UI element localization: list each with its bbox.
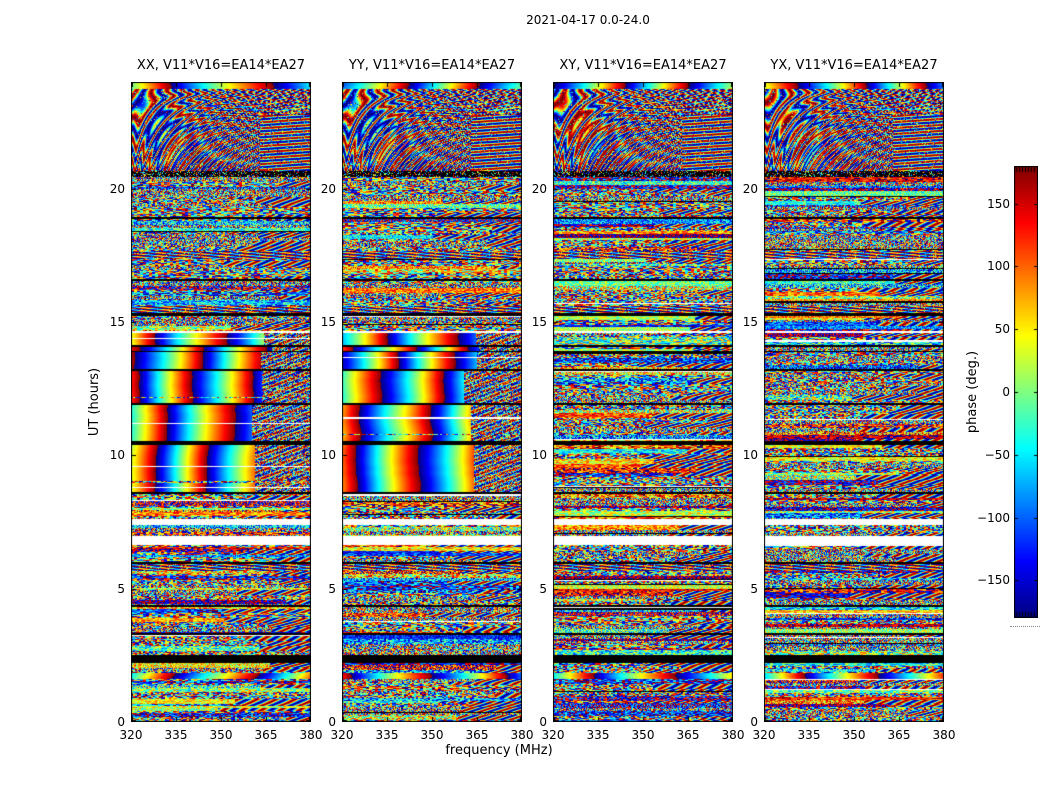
heatmap-panel-xx (131, 82, 311, 722)
colorbar-bottom-dotted-edge (1010, 626, 1040, 627)
y-tick-label: 0 (539, 715, 547, 729)
y-tick-label: 0 (117, 715, 125, 729)
x-tick-label: 335 (164, 728, 188, 742)
x-tick-label: 335 (797, 728, 821, 742)
colorbar-tick-label: −150 (977, 573, 1010, 588)
y-tick-label: 10 (531, 448, 547, 463)
x-tick-label: 380 (721, 728, 745, 742)
panel-title-xy: XY, V11*V16=EA14*EA27 (559, 58, 727, 73)
y-tick-label: 0 (750, 715, 758, 729)
y-tick-label: 10 (320, 448, 336, 463)
x-tick-label: 350 (420, 728, 444, 742)
y-tick-label: 10 (109, 448, 125, 463)
colorbar-tick-label: 100 (987, 259, 1010, 274)
y-tick-label: 5 (117, 581, 125, 596)
heatmap-panel-yx (764, 82, 944, 722)
x-tick-label: 335 (375, 728, 399, 742)
x-tick-label: 320 (752, 728, 776, 742)
panel-title-yy: YY, V11*V16=EA14*EA27 (348, 58, 516, 73)
y-tick-label: 10 (742, 448, 758, 463)
y-tick-label: 5 (539, 581, 547, 596)
x-tick-label: 365 (465, 728, 489, 742)
x-tick-label: 350 (631, 728, 655, 742)
colorbar-tick-label: −100 (977, 510, 1010, 525)
colorbar-tick-label: −50 (984, 447, 1010, 462)
x-tick-label: 380 (510, 728, 534, 742)
x-tick-label: 335 (586, 728, 610, 742)
colorbar (1014, 166, 1038, 618)
y-axis-label: UT (hours) (87, 367, 102, 437)
x-tick-label: 380 (932, 728, 956, 742)
figure-title: 2021-04-17 0.0-24.0 (526, 13, 650, 27)
x-tick-label: 380 (299, 728, 323, 742)
panel-title-xx: XX, V11*V16=EA14*EA27 (136, 58, 306, 73)
y-tick-label: 20 (531, 181, 547, 196)
x-tick-label: 320 (119, 728, 143, 742)
y-tick-label: 20 (742, 181, 758, 196)
y-tick-label: 15 (742, 315, 758, 329)
y-tick-label: 5 (328, 581, 336, 596)
x-tick-label: 320 (541, 728, 565, 742)
colorbar-tick-label: 0 (1002, 385, 1010, 399)
y-tick-label: 5 (750, 581, 758, 596)
x-tick-label: 365 (254, 728, 278, 742)
y-tick-label: 15 (531, 315, 547, 329)
colorbar-tick-label: 50 (994, 322, 1010, 337)
heatmap-panel-yy (342, 82, 522, 722)
x-tick-label: 350 (209, 728, 233, 742)
y-tick-label: 20 (109, 181, 125, 196)
x-axis-label: frequency (MHz) (445, 743, 553, 758)
x-tick-label: 365 (887, 728, 911, 742)
x-tick-label: 365 (676, 728, 700, 742)
panel-title-yx: YX, V11*V16=EA14*EA27 (770, 58, 938, 73)
x-tick-label: 320 (330, 728, 354, 742)
colorbar-tick-label: 150 (987, 196, 1010, 211)
y-tick-label: 15 (320, 315, 336, 329)
y-tick-label: 20 (320, 181, 336, 196)
y-tick-label: 0 (328, 715, 336, 729)
heatmap-panel-xy (553, 82, 733, 722)
y-tick-label: 15 (109, 315, 125, 329)
x-tick-label: 350 (842, 728, 866, 742)
